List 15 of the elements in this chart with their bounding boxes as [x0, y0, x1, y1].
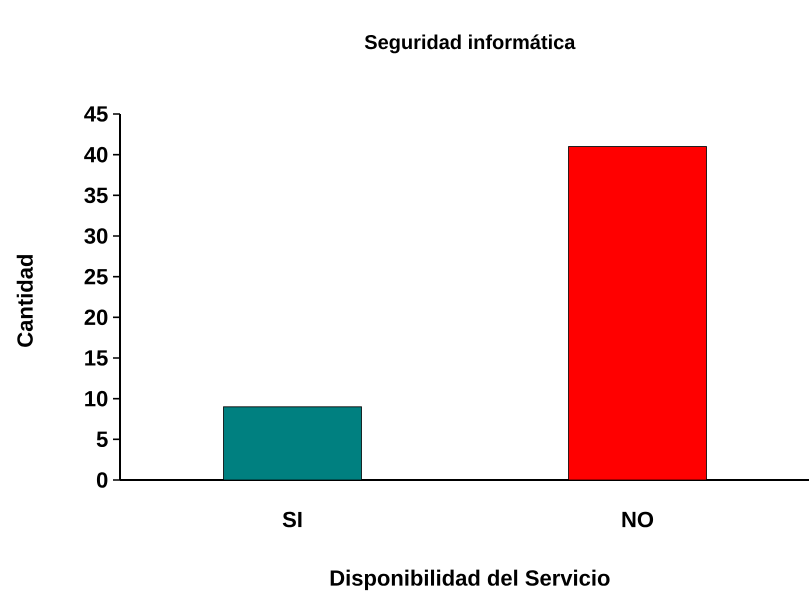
- y-axis-title: Cantidad: [16, 255, 33, 347]
- y-tick-label: 10: [85, 390, 108, 406]
- y-tick-label: 45: [84, 106, 108, 122]
- x-tick-label: NO: [622, 512, 654, 528]
- y-tick-label: 25: [84, 268, 108, 284]
- y-tick-label: 0: [96, 472, 108, 488]
- y-tick-label: 5: [96, 432, 108, 448]
- y-tick-label: 40: [84, 146, 108, 162]
- y-tick-label: 15: [85, 350, 108, 366]
- x-tick-label: SI: [282, 512, 302, 528]
- y-tick-label: 35: [84, 188, 108, 204]
- y-tick-label: 20: [84, 310, 108, 326]
- x-axis-title: Disponibilidad del Servicio: [330, 570, 610, 590]
- y-tick-label: 30: [84, 228, 108, 244]
- chart-title: Seguridad informática: [364, 34, 576, 54]
